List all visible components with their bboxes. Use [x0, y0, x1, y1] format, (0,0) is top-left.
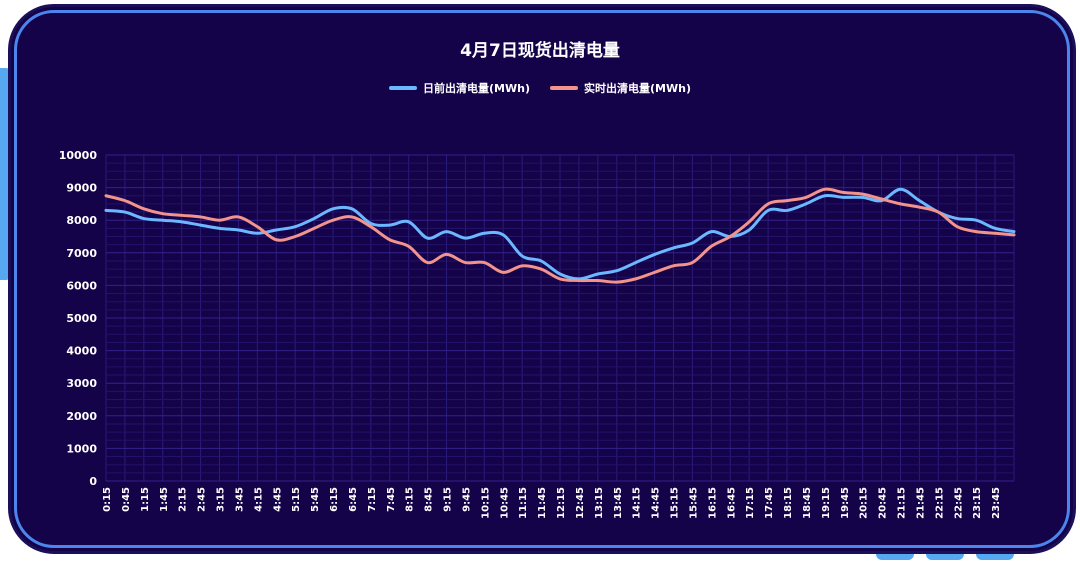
x-tick-label: 12:45 [575, 487, 586, 519]
x-tick-label: 13:45 [613, 487, 624, 519]
x-tick-label: 1:45 [159, 487, 170, 512]
series-line-real-time [104, 187, 1016, 284]
y-tick-label: 0 [89, 475, 97, 488]
x-tick-label: 4:45 [272, 487, 283, 512]
y-tick-label: 8000 [66, 214, 97, 227]
chart-legend: 日前出清电量(MWh) 实时出清电量(MWh) [0, 80, 1080, 96]
legend-swatch-day-ahead [389, 86, 418, 90]
x-tick-label: 19:45 [840, 487, 851, 519]
y-tick-label: 9000 [66, 182, 97, 195]
x-tick-label: 6:45 [348, 487, 359, 512]
x-tick-label: 17:15 [745, 487, 756, 519]
chart-title: 4月7日现货出清电量 [460, 41, 620, 61]
x-tick-label: 0:45 [121, 487, 132, 512]
left-side-tab [0, 68, 10, 280]
x-tick-label: 8:45 [424, 487, 435, 512]
x-tick-label: 23:45 [991, 487, 1002, 519]
x-tick-label: 20:45 [878, 487, 889, 519]
legend-item-day-ahead[interactable]: 日前出清电量(MWh) [389, 80, 530, 96]
y-tick-label: 10000 [59, 149, 98, 162]
chart-panel [8, 4, 1076, 554]
x-tick-label: 21:45 [915, 487, 926, 519]
x-tick-label: 23:15 [972, 487, 983, 519]
chart-panel-border [14, 10, 1070, 548]
x-tick-label: 6:15 [329, 487, 340, 512]
x-tick-label: 18:45 [802, 487, 813, 519]
x-tick-label: 22:15 [934, 487, 945, 519]
x-tick-label: 0:15 [102, 487, 113, 512]
y-tick-label: 7000 [66, 247, 97, 260]
x-tick-label: 16:15 [707, 487, 718, 519]
x-tick-label: 16:45 [726, 487, 737, 519]
x-tick-label: 3:45 [234, 487, 245, 512]
x-tick-label: 10:15 [480, 487, 491, 519]
x-tick-label: 11:45 [537, 487, 548, 519]
x-tick-label: 15:15 [670, 487, 681, 519]
x-tick-label: 3:15 [216, 487, 227, 512]
y-tick-label: 4000 [66, 345, 97, 358]
x-tick-label: 21:15 [897, 487, 908, 519]
x-tick-label: 8:15 [405, 487, 416, 512]
x-tick-label: 14:45 [651, 487, 662, 519]
x-tick-label: 9:15 [443, 487, 454, 512]
x-tick-label: 12:15 [556, 487, 567, 519]
legend-label-real-time: 实时出清电量(MWh) [584, 82, 691, 95]
x-tick-label: 22:45 [953, 487, 964, 519]
y-tick-label: 1000 [66, 442, 97, 455]
x-tick-label: 17:45 [764, 487, 775, 519]
x-tick-label: 14:15 [632, 487, 643, 519]
x-tick-label: 2:15 [178, 487, 189, 512]
x-tick-label: 18:15 [783, 487, 794, 519]
x-tick-label: 1:15 [140, 487, 151, 512]
x-tick-label: 9:45 [461, 487, 472, 512]
x-tick-label: 13:15 [594, 487, 605, 519]
y-tick-label: 3000 [66, 377, 97, 390]
x-tick-label: 7:15 [367, 487, 378, 512]
x-tick-label: 7:45 [386, 487, 397, 512]
y-tick-label: 2000 [66, 410, 97, 423]
x-tick-label: 15:45 [688, 487, 699, 519]
x-tick-label: 20:15 [859, 487, 870, 519]
legend-label-day-ahead: 日前出清电量(MWh) [423, 82, 530, 95]
x-tick-label: 19:15 [821, 487, 832, 519]
legend-swatch-real-time [550, 86, 578, 90]
x-tick-label: 10:45 [499, 487, 510, 519]
series-line-day-ahead [104, 187, 1016, 281]
x-tick-label: 2:45 [197, 487, 208, 512]
x-tick-label: 5:15 [291, 487, 302, 512]
legend-item-real-time[interactable]: 实时出清电量(MWh) [550, 80, 691, 96]
x-tick-label: 4:15 [253, 487, 264, 512]
x-tick-label: 11:15 [518, 487, 529, 519]
x-tick-label: 5:45 [310, 487, 321, 512]
y-tick-label: 5000 [66, 312, 97, 325]
y-tick-label: 6000 [66, 279, 97, 292]
